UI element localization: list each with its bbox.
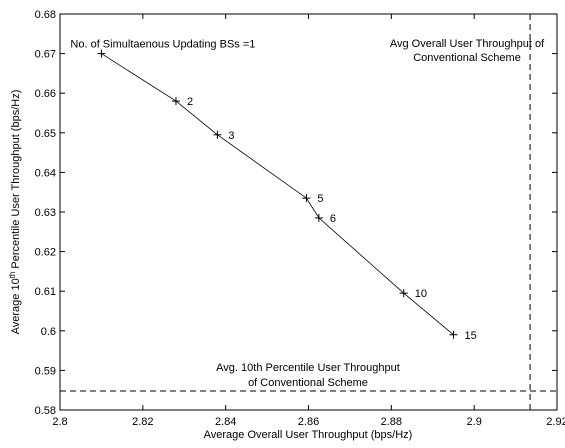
data-point-marker (399, 289, 408, 298)
data-label: 15 (464, 330, 476, 342)
data-point-marker (449, 330, 458, 339)
x-tick-label: 2.84 (215, 416, 236, 428)
y-tick-label: 0.64 (35, 167, 56, 179)
y-tick-label: 0.59 (35, 365, 56, 377)
data-label: 3 (228, 130, 234, 142)
y-tick-label: 0.67 (35, 49, 56, 61)
y-axis-label: Average 10th Percentile User Throughput … (8, 90, 22, 335)
data-point-marker (97, 49, 106, 58)
x-tick-label: 2.86 (298, 416, 319, 428)
x-tick-label: 2.88 (381, 416, 402, 428)
data-point-marker (213, 130, 222, 139)
y-tick-label: 0.62 (35, 247, 56, 259)
y-tick-label: 0.61 (35, 286, 56, 298)
data-point-marker (171, 97, 180, 106)
y-axis-ticks: 0.58 0.59 0.6 0.61 0.62 0.63 0.64 0.65 0.66 0.67 0… (35, 9, 557, 417)
data-point-marker (302, 194, 311, 203)
y-tick-label: 0.58 (35, 405, 56, 417)
x-axis-label: Average Overall User Throughput (bps/Hz) (204, 429, 413, 441)
horizontal-ref-label-line1: Avg. 10th Percentile User Throughput (216, 362, 400, 374)
data-label: 10 (415, 288, 427, 300)
data-label: No. of Simultaenous Updating BSs =1 (70, 39, 255, 51)
plot-area (59, 13, 558, 411)
y-tick-label: 0.65 (35, 128, 56, 140)
x-tick-label: 2.8 (52, 416, 67, 428)
y-tick-label: 0.63 (35, 207, 56, 219)
y-tick-label: 0.66 (35, 88, 56, 100)
x-tick-label: 2.92 (546, 416, 565, 428)
series-group: No. of Simultaenous Updating BSs =1 2 3 56 1… (70, 39, 476, 342)
data-label: 2 (187, 96, 193, 108)
vertical-ref-label-line1: Avg Overall User Throughput of (390, 38, 545, 50)
x-axis-ticks: 2.8 2.82 2.84 2.86 2.88 2.9 2.92 (52, 14, 565, 428)
vertical-ref-label-line2: Conventional Scheme (413, 52, 521, 64)
data-point-marker (314, 213, 323, 222)
data-label: 6 (330, 213, 336, 225)
data-label: 5 (317, 193, 323, 205)
x-tick-label: 2.9 (467, 416, 482, 428)
y-tick-label: 0.6 (41, 326, 56, 338)
reference-lines (60, 14, 557, 410)
y-tick-label: 0.68 (35, 9, 56, 21)
x-tick-label: 2.82 (132, 416, 153, 428)
horizontal-ref-label-line2: of Conventional Scheme (248, 377, 368, 389)
